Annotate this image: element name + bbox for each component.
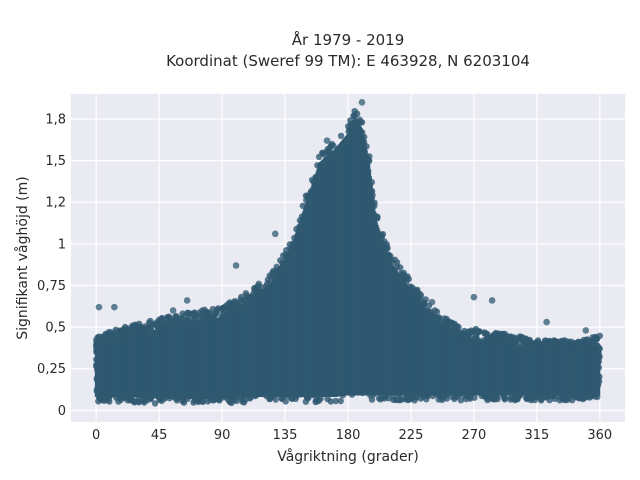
data-point [491, 395, 498, 402]
data-point [584, 337, 591, 344]
data-point [190, 399, 197, 406]
data-point [315, 397, 323, 404]
data-point [135, 399, 143, 406]
data-point [403, 395, 410, 402]
data-point [266, 272, 273, 279]
data-point [231, 396, 238, 404]
data-point [145, 324, 152, 332]
data-point [332, 397, 339, 405]
data-point [132, 321, 139, 329]
data-point [546, 337, 553, 345]
data-point [277, 257, 284, 264]
data-point [115, 398, 122, 405]
data-point [337, 132, 345, 140]
data-point [451, 325, 459, 333]
data-point [557, 337, 565, 345]
data-point [199, 307, 206, 314]
chart-subtitle: Koordinat (Sweref 99 TM): E 463928, N 62… [166, 52, 530, 70]
data-point [501, 330, 509, 338]
data-point [119, 327, 127, 335]
data-point [446, 319, 453, 327]
data-point [141, 397, 148, 405]
data-point [337, 397, 344, 405]
data-point [232, 299, 240, 306]
data-point [551, 395, 559, 402]
data-point [449, 394, 456, 401]
data-point [170, 319, 177, 326]
data-points [93, 99, 603, 407]
data-point [397, 396, 404, 404]
data-point [270, 267, 277, 275]
chart-title: År 1979 - 2019 [292, 30, 405, 49]
data-point [244, 294, 251, 302]
data-point [397, 264, 404, 271]
data-point [353, 110, 361, 117]
data-point [431, 307, 438, 314]
data-point [164, 314, 172, 322]
data-point [324, 395, 331, 403]
data-point [179, 310, 186, 317]
data-point [461, 327, 468, 335]
data-point [467, 395, 474, 402]
data-point [112, 329, 119, 336]
data-point [184, 309, 191, 317]
data-point [441, 318, 449, 325]
data-point [543, 394, 551, 401]
data-point [315, 153, 323, 161]
data-point [457, 397, 465, 404]
data-point [327, 142, 335, 149]
data-point [221, 304, 228, 311]
data-point [570, 342, 577, 349]
data-point [151, 400, 159, 407]
